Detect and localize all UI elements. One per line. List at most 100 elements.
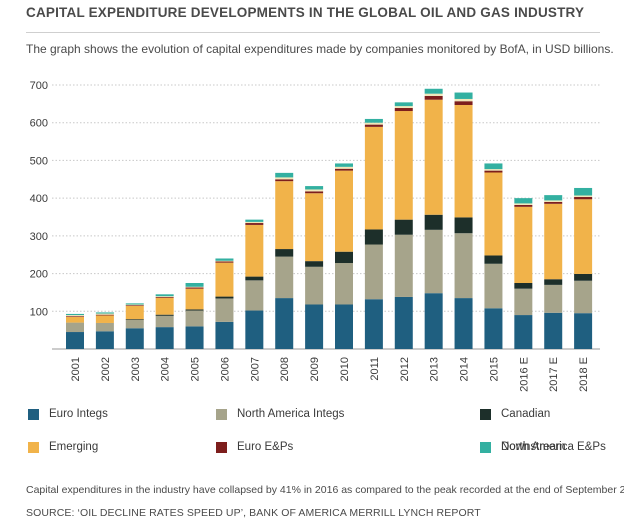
x-tick-label-2005: 2005 <box>190 357 202 381</box>
bar-2010-euro-integs <box>335 304 353 349</box>
bar-stacks <box>66 88 593 349</box>
bar-2006-emerging <box>215 262 234 297</box>
bar-2005-downstream <box>185 283 204 287</box>
bar-2018-e-euro-integs <box>574 313 593 349</box>
bar-2007-euro-e-ps <box>245 223 264 225</box>
x-tick-label-2001: 2001 <box>70 357 82 381</box>
legend-swatch-canadian <box>480 408 491 420</box>
bar-2016-e-euro-e-ps <box>514 204 533 207</box>
bar-2012-canadian <box>394 219 413 235</box>
legend-swatch-downstream <box>480 441 491 453</box>
bar-2003-euro-e-ps <box>125 305 144 307</box>
x-tick-label-2016-e: 2016 E <box>518 357 530 392</box>
bar-2007-north-america-integs <box>245 280 264 311</box>
bar-2003-euro-integs <box>125 328 144 349</box>
x-tick-label-2017-e: 2017 E <box>548 357 560 392</box>
bar-2004-emerging <box>155 297 174 315</box>
bar-2008-downstream <box>275 172 294 178</box>
bar-2012-downstream <box>394 102 413 107</box>
legend-item-north-america-integs: North America Integs <box>216 408 344 420</box>
bar-2009-downstream <box>305 186 324 190</box>
bar-2007-downstream <box>245 219 264 222</box>
bar-2002-euro-integs <box>95 331 114 349</box>
chart-subtitle: The graph shows the evolution of capital… <box>26 42 614 56</box>
bar-2016-e-downstream <box>514 198 533 204</box>
bar-2006-euro-e-ps <box>215 261 234 263</box>
bar-2010-north-america-integs <box>335 263 353 305</box>
bar-2009-north-america-integs <box>305 266 324 305</box>
bar-2006-downstream <box>215 258 234 261</box>
x-tick-label-2009: 2009 <box>309 357 321 381</box>
legend-item-north-america-e-ps: North America E&Ps <box>480 441 606 453</box>
bar-2017-e-emerging <box>544 203 563 280</box>
x-tick-label-2004: 2004 <box>160 357 172 381</box>
bar-2018-e-euro-e-ps <box>574 197 593 200</box>
bar-2010-emerging <box>335 170 353 252</box>
bar-2018-e-downstream <box>574 187 593 196</box>
legend-swatch-euro-e-ps <box>216 441 227 453</box>
bar-2017-e-euro-e-ps <box>544 201 563 204</box>
bar-2006-canadian <box>215 296 234 299</box>
bar-2013-downstream <box>424 88 443 94</box>
bar-2011-downstream <box>364 118 383 123</box>
y-tick-label-200: 200 <box>30 269 48 281</box>
bar-2001-north-america-integs <box>66 322 84 333</box>
bar-2008-north-america-integs <box>275 256 294 299</box>
y-tick-label-500: 500 <box>30 155 48 167</box>
bar-2015-euro-e-ps <box>484 170 503 173</box>
x-axis-tick-labels: 2001 2002 2003 2004 2005 2006 2007 2008 2009 2010… <box>70 357 590 392</box>
x-tick-label-2011: 2011 <box>369 357 381 381</box>
bar-2008-euro-e-ps <box>275 179 294 182</box>
bar-2010-north-america-e-ps <box>335 166 353 169</box>
bar-2005-canadian <box>185 309 204 311</box>
bar-2017-e-downstream <box>544 195 563 201</box>
bar-2008-north-america-e-ps <box>275 177 294 180</box>
bar-2009-emerging <box>305 193 324 262</box>
bar-2013-canadian <box>424 214 443 230</box>
bar-2016-e-emerging <box>514 206 533 283</box>
bar-2009-north-america-e-ps <box>305 189 324 192</box>
bar-2013-north-america-integs <box>424 229 443 294</box>
bar-2005-euro-integs <box>185 326 204 349</box>
legend-swatch-emerging <box>28 441 39 453</box>
bar-2008-emerging <box>275 181 294 250</box>
y-tick-label-100: 100 <box>30 306 48 318</box>
y-tick-label-600: 600 <box>30 118 48 130</box>
bar-2012-north-america-integs <box>394 234 413 297</box>
bar-2016-e-canadian <box>514 283 533 289</box>
legend-swatch-euro-integs <box>28 408 39 420</box>
y-tick-label-400: 400 <box>30 193 48 205</box>
bar-2011-euro-integs <box>364 299 383 349</box>
bar-2004-euro-integs <box>155 327 174 349</box>
bar-2003-canadian <box>125 319 144 320</box>
x-tick-label-2012: 2012 <box>399 357 411 381</box>
legend-label-north-america-integs: North America Integs <box>237 408 345 420</box>
legend-label-emerging: Emerging <box>49 441 99 453</box>
x-tick-label-2006: 2006 <box>219 357 231 381</box>
bar-2009-canadian <box>305 261 324 267</box>
bar-2008-euro-integs <box>275 298 294 349</box>
bar-2004-downstream <box>155 294 174 297</box>
bar-2004-canadian <box>155 314 174 316</box>
bar-2002-emerging <box>95 315 114 323</box>
legend-item-emerging: Emerging <box>28 441 98 453</box>
bar-2015-north-america-e-ps <box>484 169 503 171</box>
bar-2002-north-america-integs <box>95 322 114 332</box>
bar-2006-north-america-integs <box>215 298 234 322</box>
bar-2002-euro-e-ps <box>95 314 114 316</box>
bar-2012-north-america-e-ps <box>394 106 413 109</box>
gridlines <box>52 84 600 350</box>
bar-2002-north-america-e-ps <box>95 313 114 315</box>
bar-2014-canadian <box>454 217 473 234</box>
bar-2018-e-canadian <box>574 273 593 281</box>
legend-item-euro-integs: Euro Integs <box>28 408 108 420</box>
bar-2009-euro-e-ps <box>305 191 324 194</box>
bar-2011-north-america-integs <box>364 244 383 300</box>
bar-2001-euro-integs <box>66 332 84 349</box>
bar-2016-e-north-america-e-ps <box>514 203 533 205</box>
bar-2015-north-america-integs <box>484 263 503 309</box>
x-tick-label-2008: 2008 <box>279 357 291 381</box>
bar-2016-e-euro-integs <box>514 315 533 349</box>
bar-2010-downstream <box>335 163 353 167</box>
